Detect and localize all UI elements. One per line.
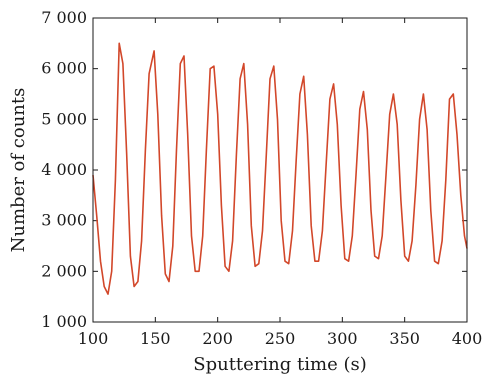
y-tick-label: 2 000 (41, 261, 87, 280)
y-tick-label: 1 000 (41, 312, 87, 331)
x-tick-label: 200 (202, 329, 233, 348)
y-axis-ticks: 1 000 2 000 3 000 4 000 5 000 6 000 7 000 (41, 8, 467, 331)
y-tick-label: 3 000 (41, 211, 87, 230)
x-tick-label: 250 (265, 329, 296, 348)
y-tick-label: 6 000 (41, 59, 87, 78)
y-tick-label: 5 000 (41, 109, 87, 128)
x-tick-label: 100 (78, 329, 109, 348)
plot-frame (92, 17, 468, 323)
x-axis-title: Sputtering time (s) (193, 354, 366, 375)
x-tick-label: 150 (140, 329, 171, 348)
x-tick-label: 350 (389, 329, 420, 348)
y-tick-label: 7 000 (41, 8, 87, 27)
y-tick-label: 4 000 (41, 160, 87, 179)
x-tick-label: 400 (452, 329, 483, 348)
y-axis-title: Number of counts (8, 88, 29, 253)
x-tick-label: 300 (327, 329, 358, 348)
series-line (92, 42, 468, 295)
